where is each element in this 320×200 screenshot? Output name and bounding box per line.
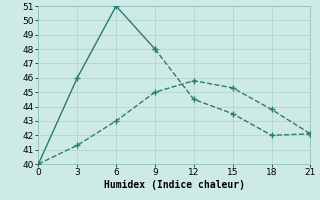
X-axis label: Humidex (Indice chaleur): Humidex (Indice chaleur) [104, 180, 245, 190]
